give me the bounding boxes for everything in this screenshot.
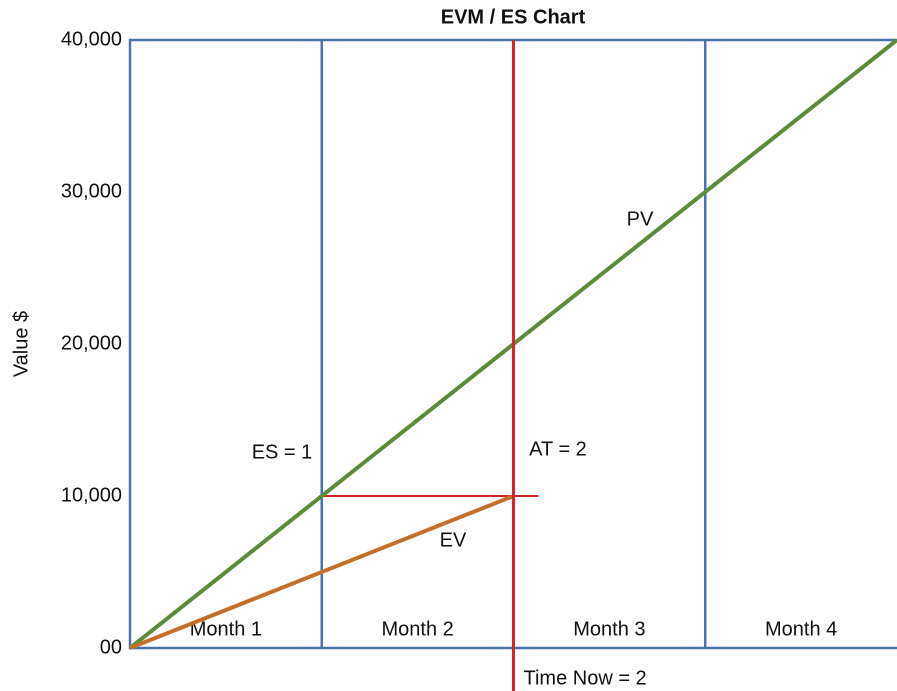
annotation: AT = 2	[529, 438, 587, 460]
series-line	[129, 494, 515, 650]
series-label: PV	[627, 208, 654, 230]
y-axis-label: Value $	[10, 311, 32, 377]
x-category-label: Month 2	[381, 618, 453, 640]
chart-title: EVM / ES Chart	[441, 6, 586, 28]
series-label: EV	[440, 529, 467, 551]
y-tick-label: 10,000	[61, 484, 122, 506]
annotation: ES = 1	[252, 441, 313, 463]
y-tick-label: 00	[100, 636, 122, 658]
time-now-label: Time Now = 2	[524, 667, 647, 689]
y-tick-label: 40,000	[61, 28, 122, 50]
y-tick-label: 30,000	[61, 180, 122, 202]
y-tick-label: 20,000	[61, 332, 122, 354]
x-category-label: Month 4	[765, 618, 837, 640]
x-category-label: Month 3	[573, 618, 645, 640]
x-category-label: Month 1	[190, 618, 262, 640]
